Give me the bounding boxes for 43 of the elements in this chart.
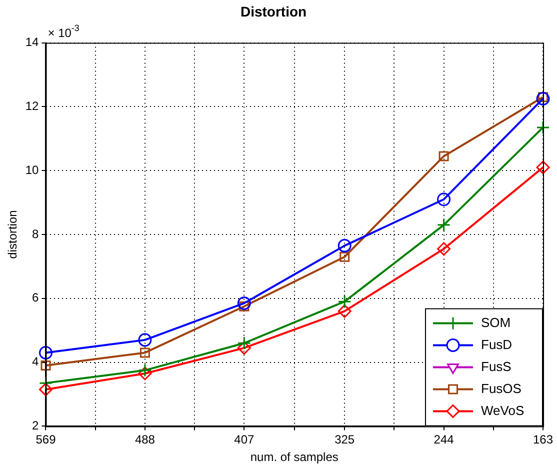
x-axis-title: num. of samples <box>250 450 338 464</box>
point <box>338 294 352 308</box>
y-tick-label: 2 <box>32 418 40 433</box>
point <box>437 192 451 206</box>
point <box>338 304 352 318</box>
x-tick-label: 407 <box>234 432 254 447</box>
y-tick-label: 10 <box>25 162 40 177</box>
y-tick-label: 14 <box>25 35 40 50</box>
point <box>140 348 150 358</box>
legend-label: FusS <box>481 358 512 374</box>
legend-label: WeVoS <box>481 402 524 418</box>
point <box>237 296 251 310</box>
point <box>39 382 52 396</box>
chart-title: Distortion <box>240 3 307 20</box>
point <box>40 360 51 370</box>
point <box>338 238 352 252</box>
point <box>437 218 451 232</box>
y-tick-label: 6 <box>32 290 40 305</box>
point <box>536 160 550 174</box>
y-tick-label: 4 <box>32 354 40 369</box>
y-tick-label: 8 <box>32 226 40 241</box>
x-tick-label: 163 <box>532 432 554 447</box>
point <box>536 92 550 106</box>
x-tick-label: 488 <box>134 432 156 447</box>
point <box>237 336 251 350</box>
y-axis-title: distortion <box>6 210 20 259</box>
point <box>536 120 550 134</box>
y-tick-label: 12 <box>25 99 40 114</box>
x-tick-label: 569 <box>36 432 56 447</box>
legend-label: FusOS <box>481 380 522 396</box>
point <box>138 364 152 378</box>
legend-label: SOM <box>481 314 511 330</box>
point <box>39 346 52 360</box>
x-tick-label: 325 <box>334 432 355 447</box>
legend-label: FusD <box>481 336 512 352</box>
point <box>138 366 152 380</box>
point <box>237 341 251 355</box>
point <box>438 151 449 162</box>
x-tick-label: 244 <box>434 432 454 447</box>
point <box>39 376 52 390</box>
point <box>340 252 350 262</box>
point <box>138 333 152 347</box>
point <box>437 242 451 256</box>
